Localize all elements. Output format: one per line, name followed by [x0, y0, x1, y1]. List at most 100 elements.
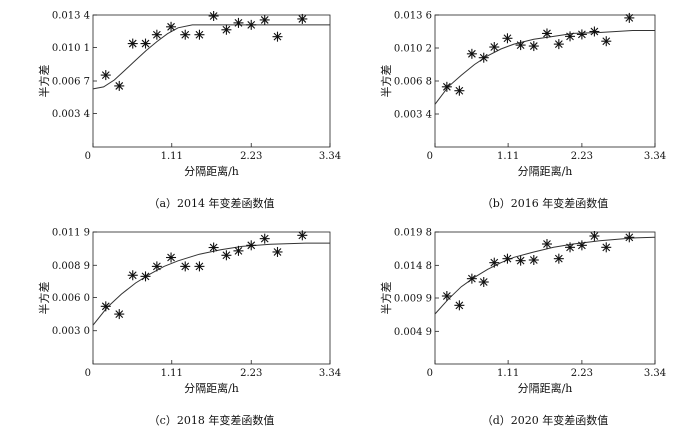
- data-point-marker: [297, 13, 308, 24]
- y-tick-label: 0.006 0: [52, 293, 90, 304]
- panel-b: 0 1.11 2.23 3.34 0.003 4 0.006 8 0.010 2 0.013 …: [379, 11, 666, 211]
- y-axis-title: 半方差: [37, 282, 51, 315]
- data-point-marker: [624, 232, 635, 243]
- y-tick-label: 0.006 7: [52, 77, 90, 88]
- data-point-marker: [297, 230, 308, 241]
- data-point-marker: [515, 255, 526, 266]
- data-point-marker: [259, 233, 270, 244]
- data-point-marker: [233, 17, 244, 28]
- data-point-marker: [221, 250, 232, 261]
- panel-caption: （d）2020 年变差函数值: [482, 413, 609, 427]
- y-tick-label: 0.003 0: [52, 326, 90, 337]
- data-point-marker: [100, 301, 111, 312]
- data-point-marker: [441, 291, 452, 301]
- data-point-marker: [502, 253, 513, 264]
- x-axis-title: 分隔距离/h: [184, 164, 239, 178]
- y-tick-label: 0.019 8: [394, 228, 432, 239]
- data-point-marker: [246, 240, 257, 251]
- x-tick-label: 1.11: [161, 151, 183, 162]
- panel-d: 0 1.11 2.23 3.34 0.004 9 0.009 9 0.014 8 0.019 …: [379, 228, 666, 428]
- data-point-marker: [589, 26, 600, 37]
- data-point-marker: [601, 242, 612, 253]
- y-tick-label: 0.004 9: [394, 327, 432, 338]
- x-tick-label: 3.34: [644, 151, 666, 162]
- data-point-marker: [441, 81, 452, 92]
- data-point-marker: [565, 31, 576, 42]
- x-tick-label: 0: [85, 368, 91, 379]
- data-point-marker: [528, 41, 539, 52]
- data-point-marker: [541, 239, 552, 249]
- data-point-marker: [454, 85, 465, 96]
- y-tick-label: 0.010 1: [52, 43, 90, 54]
- data-point-marker: [502, 33, 513, 44]
- data-point-marker: [576, 29, 587, 40]
- data-point-marker: [194, 29, 205, 40]
- plot-frame: [434, 231, 656, 365]
- data-point-marker: [127, 270, 138, 281]
- data-point-marker: [208, 10, 219, 21]
- x-axis-title: 分隔距离/h: [184, 381, 239, 395]
- fitted-variogram-curve: [434, 236, 656, 315]
- data-point-marker: [180, 261, 191, 272]
- data-point-marker: [553, 39, 564, 50]
- panel-a: 0 1.11 2.23 3.34 0.003 4 0.006 7 0.010 1 0.013 …: [37, 11, 341, 211]
- panel-caption: （a）2014 年变差函数值: [148, 196, 274, 210]
- y-tick-label: 0.013 4: [52, 11, 90, 22]
- x-axis-title: 分隔距离/h: [518, 381, 573, 395]
- data-point-marker: [489, 257, 500, 268]
- x-tick-label: 0: [85, 151, 91, 162]
- data-point-marker: [515, 40, 526, 51]
- data-point-marker: [478, 52, 489, 63]
- data-point-marker: [127, 38, 138, 49]
- x-tick-label: 3.34: [319, 151, 341, 162]
- data-point-marker: [466, 273, 477, 284]
- y-axis-title: 半方差: [37, 65, 51, 98]
- y-tick-label: 0.006 8: [394, 77, 432, 88]
- fitted-variogram-curve: [92, 242, 330, 326]
- data-point-marker: [272, 246, 283, 257]
- data-point-marker: [466, 48, 477, 59]
- data-point-marker: [576, 240, 587, 251]
- panel-caption: （c）2018 年变差函数值: [149, 413, 275, 427]
- plot-frame: [92, 231, 331, 365]
- data-point-marker: [589, 231, 600, 241]
- data-point-marker: [140, 38, 151, 49]
- data-point-marker: [565, 242, 576, 253]
- x-tick-label: 1.11: [497, 151, 519, 162]
- panel-c: 0 1.11 2.23 3.34 0.003 0 0.006 0 0.008 9 0.011 …: [37, 228, 341, 428]
- y-tick-label: 0.003 4: [394, 110, 432, 121]
- data-point-marker: [246, 19, 257, 30]
- data-point-marker: [151, 29, 162, 40]
- data-point-marker: [601, 36, 612, 47]
- data-point-marker: [114, 80, 125, 91]
- data-point-marker: [114, 309, 125, 320]
- data-point-marker: [541, 28, 552, 39]
- data-point-marker: [140, 271, 151, 282]
- data-point-marker: [180, 29, 191, 40]
- x-tick-label: 2.23: [240, 368, 262, 379]
- x-tick-label: 2.23: [240, 151, 262, 162]
- data-point-marker: [454, 300, 465, 311]
- x-tick-label: 1.11: [161, 368, 183, 379]
- fitted-variogram-curve: [434, 30, 655, 105]
- fitted-variogram-curve: [92, 24, 330, 90]
- y-tick-label: 0.008 9: [52, 261, 90, 272]
- data-point-marker: [528, 255, 539, 265]
- data-point-marker: [208, 242, 219, 253]
- y-axis-title: 半方差: [379, 282, 393, 315]
- data-point-marker: [166, 21, 177, 32]
- panel-caption: （b）2016 年变差函数值: [482, 196, 609, 210]
- data-point-marker: [233, 245, 244, 256]
- data-point-marker: [151, 261, 162, 272]
- x-axis-title: 分隔距离/h: [518, 164, 573, 178]
- data-point-marker: [221, 24, 232, 35]
- y-tick-label: 0.014 8: [394, 261, 432, 272]
- x-tick-label: 2.23: [571, 151, 593, 162]
- data-point-marker: [272, 31, 283, 42]
- y-tick-label: 0.003 4: [52, 109, 90, 120]
- data-point-marker: [553, 253, 564, 264]
- x-tick-label: 0: [427, 151, 433, 162]
- x-tick-label: 1.11: [497, 368, 519, 379]
- data-point-marker: [489, 42, 500, 53]
